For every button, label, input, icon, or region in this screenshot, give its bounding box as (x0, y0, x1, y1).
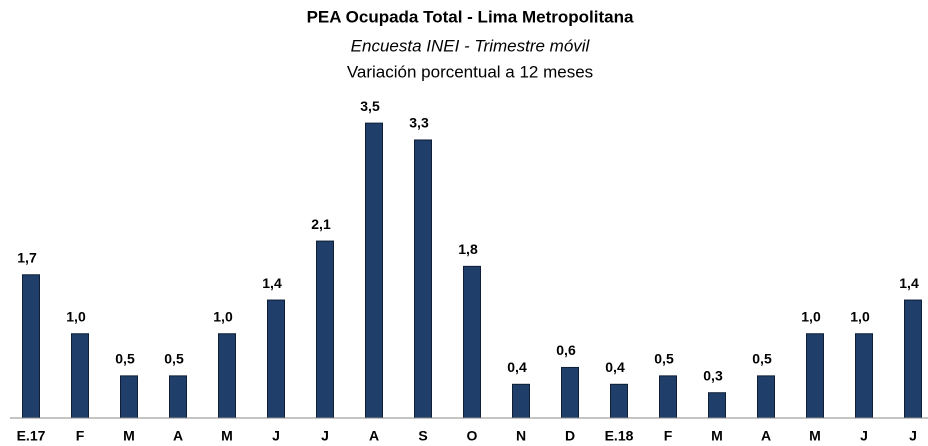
x-tick-label: E.17 (17, 428, 46, 444)
value-label: 3,5 (360, 98, 380, 114)
x-tick-label: J (272, 428, 280, 444)
x-tick-label: J (860, 428, 868, 444)
value-label: 0,5 (654, 351, 674, 367)
bar (561, 366, 579, 419)
bar (316, 240, 334, 419)
value-label: 0,6 (556, 342, 576, 358)
x-tick-label: J (909, 428, 917, 444)
bar (708, 392, 726, 419)
value-label: 1,0 (801, 308, 821, 324)
x-tick-label: A (173, 428, 183, 444)
value-label: 0,3 (703, 367, 723, 383)
value-label: 0,5 (752, 351, 772, 367)
bar (71, 333, 89, 419)
bar (904, 299, 922, 419)
bar (659, 375, 677, 419)
bar (610, 383, 628, 419)
x-tick-label: D (565, 428, 575, 444)
x-tick-label: A (761, 428, 771, 444)
value-label: 0,5 (164, 351, 184, 367)
x-tick-label: E.18 (605, 428, 634, 444)
bar (806, 333, 824, 419)
value-label: 1,0 (66, 308, 86, 324)
value-label: 1,7 (17, 249, 37, 265)
value-label: 0,4 (605, 359, 625, 375)
x-tick-label: J (321, 428, 329, 444)
x-tick-label: N (516, 428, 526, 444)
x-tick-label: O (467, 428, 478, 444)
value-label: 0,4 (507, 359, 527, 375)
x-tick-label: F (76, 428, 85, 444)
value-label: 1,8 (458, 241, 478, 257)
x-tick-label: M (221, 428, 233, 444)
bar (120, 375, 138, 419)
bar (267, 299, 285, 419)
chart-title: PEA Ocupada Total - Lima Metropolitana (307, 7, 634, 26)
x-tick-label: F (664, 428, 673, 444)
value-label: 0,5 (115, 351, 135, 367)
chart-subtitle: Encuesta INEI - Trimestre móvil (351, 36, 591, 55)
x-tick-label: M (711, 428, 723, 444)
bar (855, 333, 873, 419)
value-label: 2,1 (311, 216, 331, 232)
x-tick-label: A (369, 428, 379, 444)
bar (512, 383, 530, 419)
value-label: 1,0 (213, 308, 233, 324)
bar (365, 122, 383, 419)
x-tick-label: S (418, 428, 427, 444)
x-tick-label: M (809, 428, 821, 444)
y-label: Variación porcentual a 12 meses (347, 62, 593, 81)
value-label: 1,4 (899, 275, 919, 291)
bar (757, 375, 775, 419)
value-label: 1,4 (262, 275, 282, 291)
bar (463, 265, 481, 419)
bar (22, 274, 40, 419)
value-label: 1,0 (850, 308, 870, 324)
bar (169, 375, 187, 419)
x-tick-label: M (123, 428, 135, 444)
value-label: 3,3 (409, 115, 429, 131)
bar (218, 333, 236, 419)
bar (414, 139, 432, 419)
